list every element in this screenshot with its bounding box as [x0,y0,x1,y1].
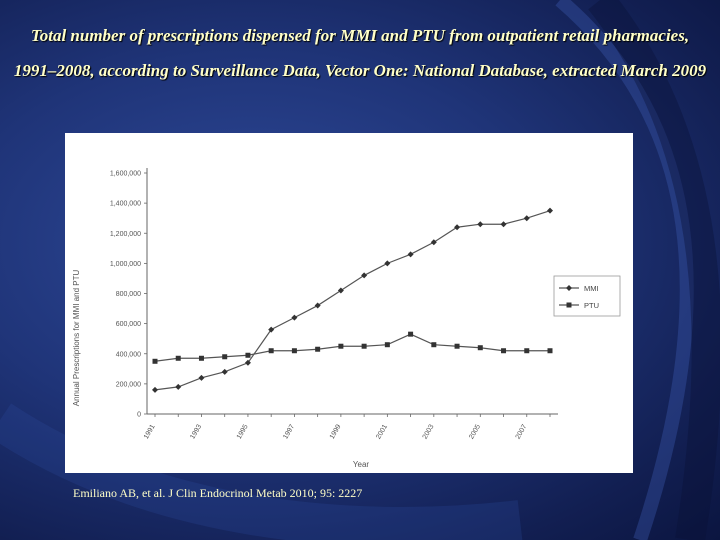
y-axis-ticks: 0 200,000 400,000 600,000 800,000 1,000,000 1,… [110,171,147,419]
line-chart: 0 200,000 400,000 600,000 800,000 1,000,000 1,… [72,168,621,469]
data-point [523,215,530,222]
y-tick-label: 1,200,000 [110,231,141,238]
y-tick-label: 1,000,000 [110,261,141,268]
data-point [221,368,228,375]
legend-label: PTU [584,301,599,310]
data-point [501,348,507,354]
x-tick-label: 1991 [143,423,157,440]
data-point [477,221,484,228]
data-point [198,355,204,361]
series-group [152,207,553,393]
data-point [175,383,182,390]
y-tick-label: 600,000 [116,321,141,328]
x-tick-label: 2003 [422,423,436,440]
data-point [361,272,368,279]
y-tick-label: 200,000 [116,381,141,388]
data-point [454,224,461,231]
x-tick-label: 2005 [468,423,482,440]
legend-box [553,275,621,317]
data-point [314,302,321,309]
data-point [245,352,251,358]
chart-panel: 0 200,000 400,000 600,000 800,000 1,000,000 1,… [65,133,633,473]
legend-marker [566,285,572,291]
legend-marker [566,302,572,308]
data-point [152,358,158,364]
x-tick-label: 1997 [282,423,296,440]
citation: Emiliano AB, et al. J Clin Endocrinol Me… [73,486,363,500]
x-tick-label: 1999 [329,423,343,440]
data-point [361,343,367,349]
data-point [198,374,205,381]
data-point [152,386,158,393]
data-point [454,343,460,349]
data-point [268,326,275,333]
y-axis-label: Annual Prescriptions for MMI and PTU [72,270,81,407]
data-point [408,331,414,337]
legend-label: MMI [584,284,599,293]
x-axis-ticks: 1991 1993 1995 1997 1999 2001 2003 2005 2007 [143,414,551,440]
data-point [477,345,483,351]
data-point [524,348,530,354]
data-point [337,287,344,294]
y-tick-label: 800,000 [116,291,141,298]
data-point [291,348,297,354]
data-point [430,239,437,246]
series-line [154,333,550,362]
x-axis-label: Year [353,460,370,469]
data-point [407,251,414,258]
legend: MMI PTU [553,275,621,317]
data-point [431,342,437,348]
y-tick-label: 1,600,000 [110,171,141,178]
slide-title: Total number of prescriptions dispensed … [13,26,707,80]
x-tick-label: 2001 [375,423,389,440]
series-line [154,210,551,391]
x-tick-label: 2007 [515,423,529,440]
data-point [547,207,553,214]
series-ptu [152,331,553,364]
series-mmi [152,207,553,393]
axes [146,168,558,415]
data-point [222,354,228,360]
data-point [268,348,274,354]
data-point [175,355,181,361]
data-point [547,348,553,354]
data-point [384,342,390,348]
data-point [244,359,251,366]
data-point [338,343,344,349]
y-tick-label: 1,400,000 [110,201,141,208]
x-tick-label: 1993 [189,423,203,440]
data-point [291,314,298,321]
y-tick-label: 400,000 [116,351,141,358]
data-point [315,346,321,352]
y-tick-label: 0 [137,412,141,419]
x-tick-label: 1995 [236,423,250,440]
data-point [384,260,391,267]
data-point [500,221,507,228]
